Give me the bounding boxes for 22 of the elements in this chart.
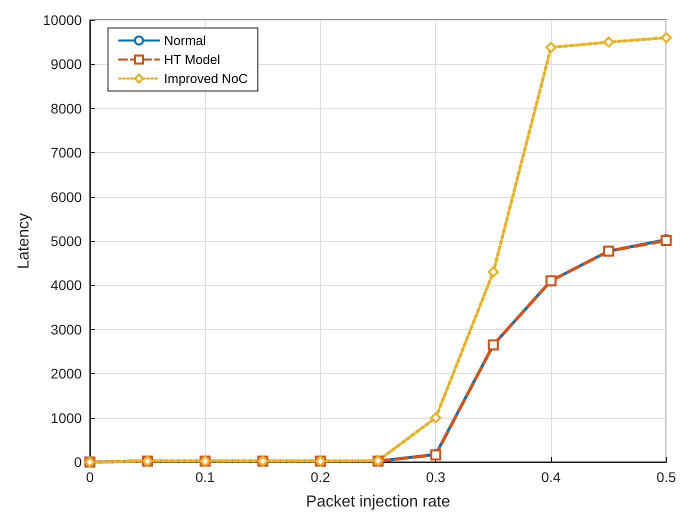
x-axis-title: Packet injection rate bbox=[306, 494, 450, 510]
x-tick-label: 0.3 bbox=[426, 469, 446, 485]
y-tick-label: 1000 bbox=[50, 410, 82, 426]
legend-label: Improved NoC bbox=[164, 71, 248, 86]
y-tick-label: 7000 bbox=[50, 144, 82, 161]
y-tick-label: 9000 bbox=[50, 56, 82, 72]
legend-label: HT Model bbox=[164, 52, 220, 67]
x-tick-label: 0.5 bbox=[656, 469, 676, 485]
y-tick-label: 4000 bbox=[50, 277, 82, 294]
y-tick-label: 5000 bbox=[50, 233, 82, 249]
x-tick-label: 0.2 bbox=[310, 469, 330, 485]
y-tick-label: 0 bbox=[74, 454, 82, 470]
legend-label: Normal bbox=[164, 33, 206, 48]
x-tick-label: 0.1 bbox=[195, 469, 216, 485]
y-axis-title: Latency bbox=[16, 212, 32, 270]
y-tick-label: 10000 bbox=[42, 12, 82, 28]
y-tick-label: 3000 bbox=[50, 321, 82, 338]
y-tick-label: 8000 bbox=[50, 100, 82, 116]
y-tick-label: 2000 bbox=[50, 366, 82, 382]
y-tick-label: 6000 bbox=[50, 188, 82, 205]
x-tick-label: 0 bbox=[86, 469, 94, 485]
x-tick-label: 0.4 bbox=[541, 469, 561, 485]
